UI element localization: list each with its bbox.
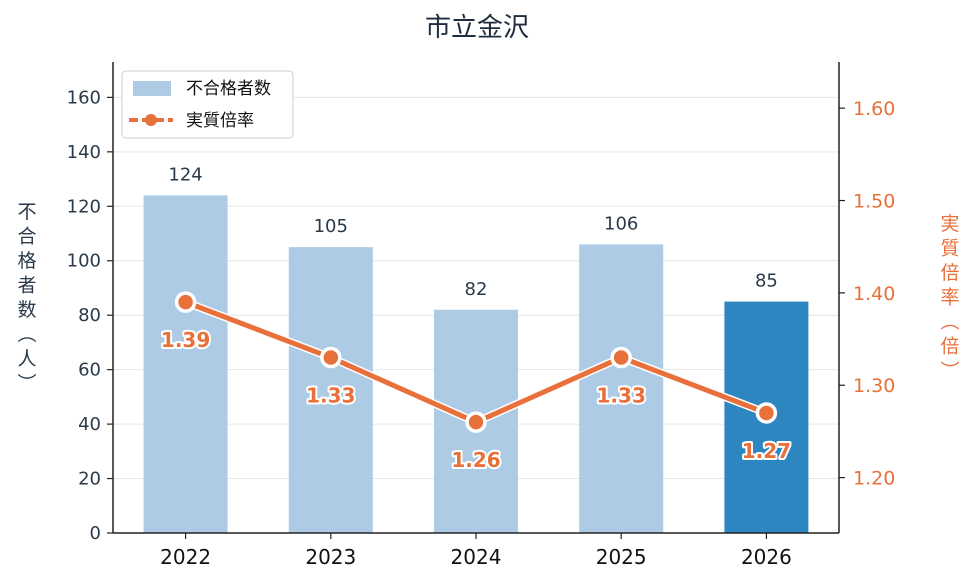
y-left-tick-label: 100 (67, 251, 101, 272)
bar-value-label: 105 (314, 216, 348, 237)
legend-bar-label: 不合格者数 (186, 79, 271, 99)
x-tick-label: 2024 (451, 545, 502, 569)
x-ticks: 2022 2023 2024 2025 2026 (160, 533, 792, 569)
y-left-tick-label: 140 (67, 142, 101, 163)
y-left-tick-label: 60 (78, 360, 101, 381)
axis-label-char: 者 (17, 275, 36, 297)
y-right-ticks: 1.20 1.30 1.40 1.50 1.60 (839, 98, 895, 490)
bar (288, 247, 373, 534)
y-left-label: 不合格者数 （ 人 ） (15, 201, 37, 392)
y-right-tick-label: 1.50 (853, 191, 895, 213)
y-left-ticks: 0 20 40 60 80 100 120 140 160 (67, 87, 113, 544)
bar (143, 195, 228, 534)
axis-label-char: 格 (17, 250, 36, 272)
legend: 不合格者数 実質倍率 (121, 70, 294, 139)
axis-label-char: 実 (940, 213, 959, 235)
axis-label-char: ） (938, 360, 960, 379)
x-tick-label: 2025 (596, 545, 647, 569)
bar (579, 244, 664, 533)
y-right-tick-label: 1.60 (853, 98, 895, 120)
y-left-tick-label: 160 (67, 87, 101, 108)
axis-label-char: ） (15, 373, 37, 392)
y-right-tick-label: 1.40 (853, 283, 895, 305)
axis-label-char: 倍 (940, 336, 959, 358)
y-left-tick-label: 80 (78, 305, 101, 326)
bar-series (143, 195, 809, 534)
line-value-labels: 1.39 1.33 1.26 1.33 1.27 (159, 326, 793, 474)
y-left-tick-label: 20 (78, 469, 101, 490)
axis-label-char: 率 (940, 287, 959, 309)
bar-value-label: 82 (465, 279, 488, 300)
y-right-tick-label: 1.20 (853, 468, 895, 490)
line-point (320, 346, 342, 369)
line-value-label: 1.26 (451, 448, 500, 472)
axis-label-char: （ (15, 324, 37, 343)
axis-label-char: 質 (940, 238, 959, 260)
axis-label-char: 不 (17, 201, 36, 223)
legend-line-marker (145, 114, 157, 126)
axis-label-char: 数 (17, 299, 36, 321)
x-tick-label: 2023 (305, 545, 356, 569)
legend-line-label: 実質倍率 (186, 111, 254, 131)
x-tick-label: 2022 (160, 545, 211, 569)
bar-value-labels: 124 105 82 106 85 (168, 164, 777, 299)
bar-value-label: 124 (168, 164, 202, 185)
line-point (465, 411, 487, 433)
chart-title: 市立金沢 (425, 13, 529, 43)
line-point (174, 291, 197, 313)
line-series (174, 291, 778, 433)
line-value-label: 1.33 (597, 384, 646, 408)
axis-label-char: 人 (17, 348, 36, 370)
axis-label-char: 倍 (940, 262, 959, 284)
line-value-label: 1.33 (306, 384, 355, 408)
axis-label-char: （ (938, 311, 960, 330)
axis-label-char: 合 (17, 226, 36, 248)
x-tick-label: 2026 (741, 545, 792, 569)
line-value-label: 1.39 (161, 328, 210, 352)
bar-value-label: 106 (604, 213, 638, 234)
y-left-tick-label: 0 (90, 523, 101, 544)
y-right-tick-label: 1.30 (853, 375, 895, 397)
line-point (610, 346, 632, 369)
legend-bar-swatch (133, 81, 171, 96)
line-point (755, 402, 778, 424)
y-left-tick-label: 40 (78, 414, 101, 435)
y-left-tick-label: 120 (67, 196, 101, 217)
line-value-label: 1.27 (742, 439, 791, 463)
bar-value-label: 85 (755, 271, 778, 292)
y-right-label: 実質倍率（倍） (938, 213, 960, 380)
